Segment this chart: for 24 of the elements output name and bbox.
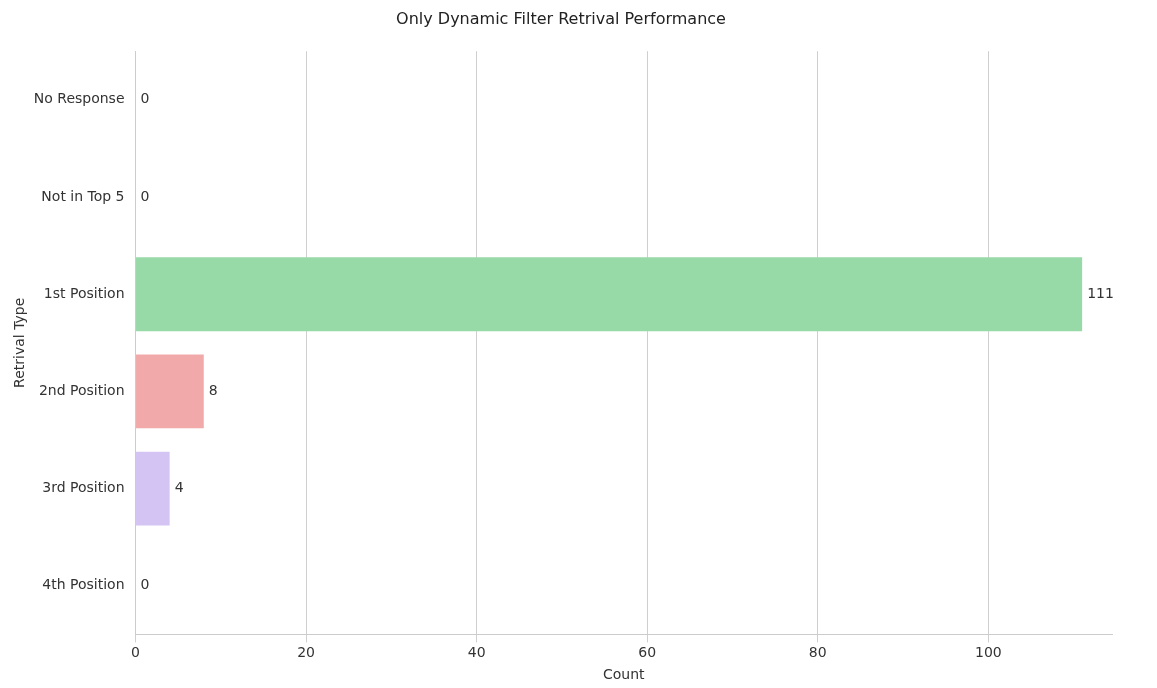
- x-tick-label: 40: [467, 644, 486, 661]
- x-tick-label: 80: [808, 644, 827, 661]
- bar: [136, 354, 204, 429]
- y-tick-label: 4th Position: [42, 576, 125, 593]
- x-tick-label: 0: [131, 644, 140, 661]
- data-label: 0: [140, 576, 150, 593]
- data-label: 8: [208, 382, 218, 399]
- y-tick-label: Not in Top 5: [41, 187, 125, 204]
- data-label: 111: [1087, 284, 1114, 301]
- y-tick-label: 2nd Position: [38, 382, 125, 399]
- x-tick-label: 60: [638, 644, 657, 661]
- y-tick-label: 3rd Position: [42, 479, 125, 496]
- y-tick-label: 1st Position: [43, 284, 125, 301]
- x-tick-label: 20: [297, 644, 315, 661]
- data-label: 0: [140, 187, 150, 204]
- y-axis-title: Retrival Type: [11, 297, 28, 388]
- bar: [136, 451, 170, 526]
- data-label: 0: [140, 90, 150, 107]
- x-axis-title: Count: [602, 666, 646, 683]
- data-label: 4: [174, 479, 184, 496]
- chart-title: Only Dynamic Filter Retrival Performance: [396, 8, 726, 28]
- y-tick-label: No Response: [33, 90, 125, 107]
- x-tick-label: 100: [974, 644, 1002, 661]
- bar: [136, 257, 1083, 332]
